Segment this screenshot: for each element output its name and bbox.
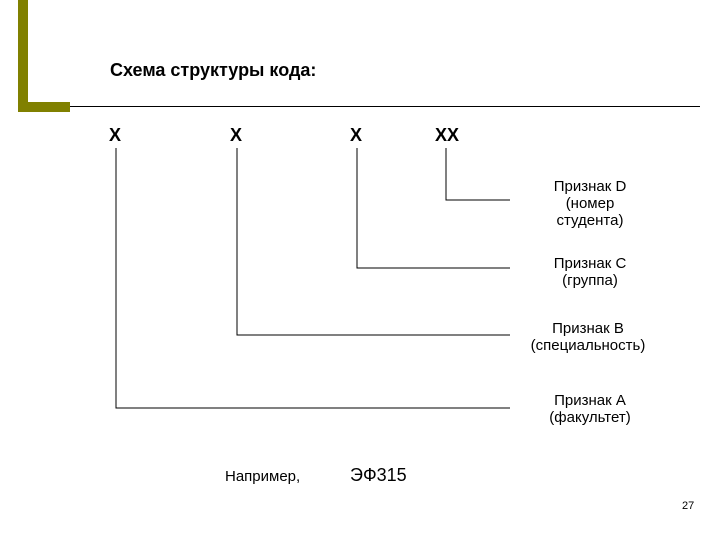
code-pos-2: Х	[230, 125, 242, 146]
accent-horizontal	[18, 102, 70, 112]
code-pos-4: ХХ	[435, 125, 459, 146]
title-underline	[70, 106, 700, 107]
code-pos-3: Х	[350, 125, 362, 146]
label-b: Признак B(специальность)	[498, 320, 678, 354]
label-a: Признак A(факультет)	[515, 392, 665, 426]
label-d: Признак D(номерстудента)	[520, 178, 660, 229]
example-code: ЭФ315	[350, 465, 407, 486]
label-c: Признак C(группа)	[520, 255, 660, 289]
accent-vertical	[18, 0, 28, 112]
example-word: Например,	[225, 468, 300, 485]
code-pos-1: Х	[109, 125, 121, 146]
page-number: 27	[682, 500, 694, 512]
diagram-title: Схема структуры кода:	[110, 60, 316, 81]
